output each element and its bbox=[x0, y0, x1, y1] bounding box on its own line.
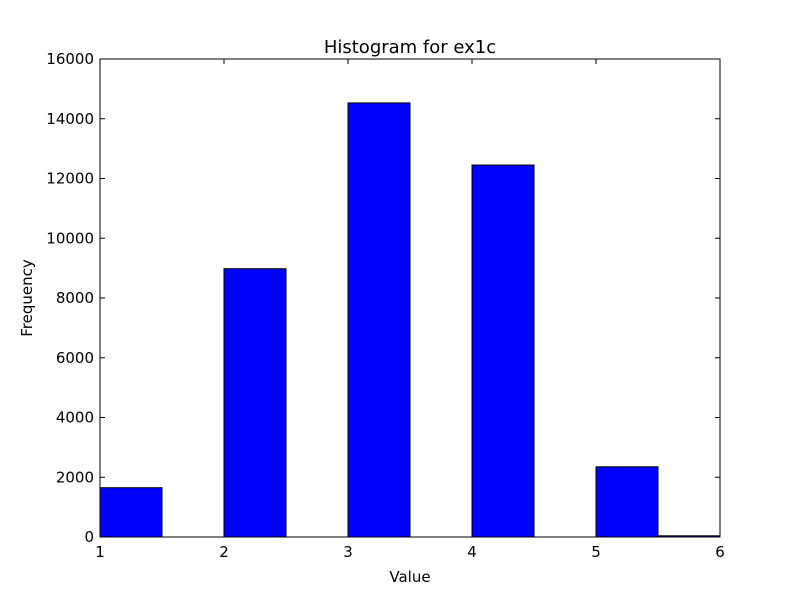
y-tick-label: 6000 bbox=[56, 349, 94, 367]
y-axis-label: Frequency bbox=[18, 259, 36, 337]
x-axis-ticks: 1 2 3 4 5 6 bbox=[95, 59, 725, 561]
y-tick-label: 0 bbox=[84, 528, 94, 546]
y-tick-label: 4000 bbox=[56, 409, 94, 427]
x-tick-label: 4 bbox=[467, 543, 477, 561]
y-tick-label: 16000 bbox=[46, 50, 94, 68]
histogram-bar bbox=[99, 487, 163, 538]
x-tick-label: 5 bbox=[591, 543, 601, 561]
y-axis-ticks: 0 2000 4000 6000 8000 10000 12000 14000 16000 bbox=[46, 50, 720, 546]
x-axis-label: Value bbox=[389, 568, 430, 586]
x-tick-label: 6 bbox=[715, 543, 725, 561]
x-tick-label: 2 bbox=[219, 543, 229, 561]
histogram-bar bbox=[223, 268, 287, 538]
y-tick-label: 2000 bbox=[56, 468, 94, 486]
y-tick-label: 10000 bbox=[46, 229, 94, 247]
y-tick-label: 12000 bbox=[46, 170, 94, 188]
histogram-bar bbox=[347, 102, 411, 538]
y-tick-label: 8000 bbox=[56, 289, 94, 307]
y-tick-label: 14000 bbox=[46, 110, 94, 128]
x-tick-label: 3 bbox=[343, 543, 353, 561]
bars-group bbox=[99, 102, 721, 538]
histogram-bar bbox=[595, 466, 659, 538]
x-tick-label: 1 bbox=[95, 543, 105, 561]
histogram-bar bbox=[471, 164, 535, 538]
chart-title: Histogram for ex1c bbox=[324, 37, 496, 58]
